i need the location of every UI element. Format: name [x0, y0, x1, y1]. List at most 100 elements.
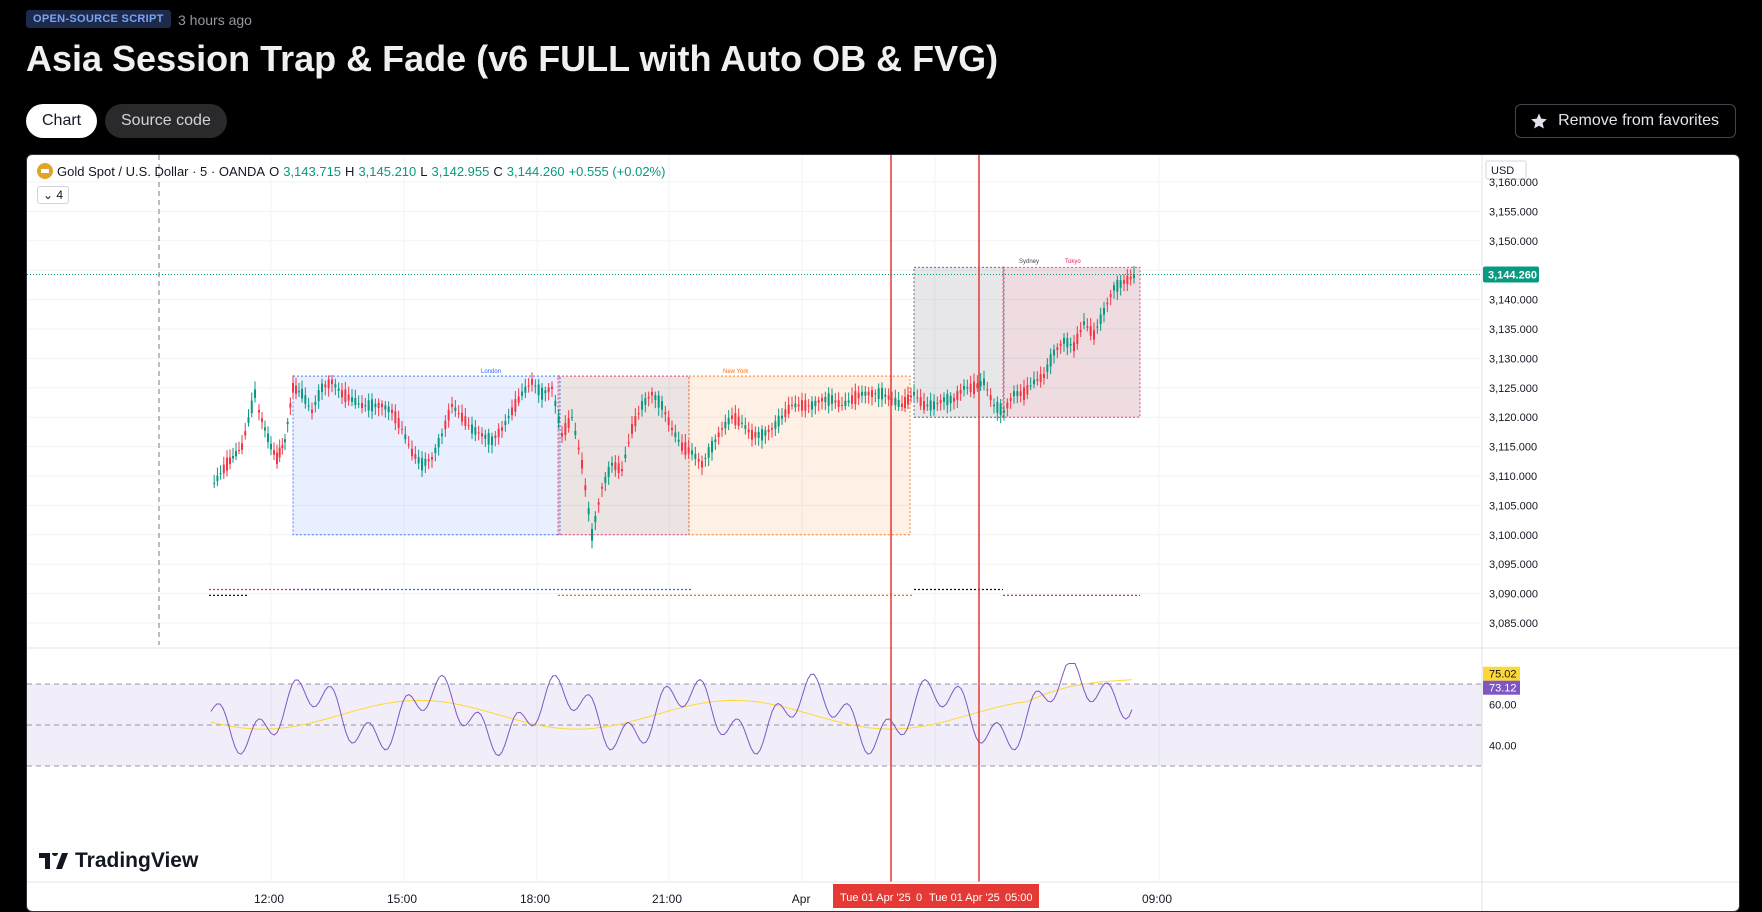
candle-body [936, 403, 939, 405]
chart-canvas[interactable]: USD3,160.0003,155.0003,150.0003,145.0003… [27, 155, 1739, 911]
candle-body [771, 428, 773, 430]
candle-body [691, 450, 693, 455]
candle-body [804, 400, 807, 411]
candle-body [1079, 329, 1082, 332]
candle-body [787, 404, 790, 414]
candle-body [324, 384, 327, 388]
candle-body [471, 424, 473, 434]
candle-body [1103, 307, 1105, 315]
candle-body [854, 391, 857, 405]
candle-body [1119, 280, 1122, 288]
candle-body [273, 450, 275, 455]
candle-body [454, 407, 457, 412]
candle-body [347, 394, 350, 401]
newyork-label: New York [723, 369, 749, 375]
candle-body [367, 400, 370, 411]
candle-body [949, 395, 952, 404]
candle-body [731, 415, 733, 419]
tab-source-code[interactable]: Source code [105, 104, 227, 138]
candle-body [801, 400, 803, 411]
crosshair-time-badge [833, 884, 1039, 908]
candle-body [421, 458, 423, 471]
last-price-badge [1483, 266, 1539, 283]
candle-body [877, 388, 880, 400]
candle-body [304, 395, 307, 404]
candle-body [1016, 391, 1019, 397]
candle-body [621, 469, 623, 472]
candle-body [824, 396, 827, 403]
candle-body [404, 434, 407, 440]
candle-body [544, 390, 547, 394]
tokyo-label: Tokyo [1065, 259, 1081, 265]
candle-body [431, 457, 433, 460]
candle-body [494, 435, 497, 439]
candle-body [891, 399, 893, 401]
candle-body [264, 427, 266, 431]
candle-body [774, 421, 777, 429]
candle-body [1086, 326, 1089, 328]
tradingview-logo[interactable]: TradingView [39, 849, 198, 873]
candle-body [874, 393, 877, 395]
candle-body [441, 433, 443, 437]
tab-chart[interactable]: Chart [26, 104, 98, 138]
candle-body [511, 407, 513, 416]
candle-body [521, 391, 523, 396]
symbol-name[interactable]: Gold Spot / U.S. Dollar · 5 · OANDA [57, 163, 266, 179]
candle-body [397, 418, 400, 429]
chart-panel[interactable]: USD3,160.0003,155.0003,150.0003,145.0003… [26, 154, 1740, 912]
candle-body [457, 413, 460, 415]
candle-body [694, 453, 697, 459]
ohlc-close-label: C [493, 163, 503, 179]
candle-body [939, 399, 942, 404]
candle-body [394, 411, 397, 424]
rsi-badge [1483, 680, 1520, 695]
candle-body [514, 399, 517, 412]
candle-body [437, 437, 440, 448]
candle-body [567, 418, 570, 428]
candle-body [391, 409, 393, 413]
indicator-count: 4 [56, 188, 64, 202]
candle-body [664, 412, 667, 415]
london-session-box [292, 375, 561, 536]
candle-body [657, 395, 660, 408]
candle-body [254, 389, 256, 398]
candle-body [1109, 294, 1112, 298]
price-axis-label: 3,135.000 [1489, 324, 1538, 336]
remove-favorites-button[interactable]: Remove from favorites [1515, 104, 1736, 138]
candle-body [959, 389, 962, 394]
candle-body [295, 385, 297, 394]
candle-body [1093, 330, 1095, 340]
published-time: 3 hours ago [178, 12, 252, 28]
candle-body [847, 400, 850, 403]
candle-body [1089, 326, 1092, 336]
candle-body [734, 413, 737, 426]
candle-body [464, 416, 467, 427]
candle-body [507, 416, 510, 419]
price-axis-label: 3,100.000 [1489, 530, 1538, 542]
candle-body [384, 405, 387, 410]
candle-body [311, 409, 313, 414]
candle-body [627, 442, 630, 444]
candle-body [222, 464, 225, 474]
candle-body [751, 430, 753, 440]
candle-body [864, 391, 867, 396]
candle-body [844, 400, 847, 407]
candle-body [491, 436, 493, 445]
candle-body [1046, 364, 1049, 372]
candle-body [276, 452, 278, 465]
time-axis-label: 21:00 [652, 892, 682, 906]
candle-body [327, 379, 330, 389]
candle-body [597, 502, 600, 505]
candle-body [867, 391, 870, 396]
rsi-value: 73.12 [1489, 683, 1517, 695]
sydney-session-box [913, 266, 1005, 418]
candle-body [704, 458, 707, 460]
candle-body [317, 390, 320, 402]
candle-body [667, 417, 670, 425]
candle-body [861, 391, 863, 396]
candle-body [953, 397, 955, 402]
indicators-collapse-button[interactable]: ⌄ 4 [37, 186, 70, 204]
candle-body [414, 454, 417, 459]
candle-body [331, 379, 333, 385]
candle-body [574, 430, 577, 435]
